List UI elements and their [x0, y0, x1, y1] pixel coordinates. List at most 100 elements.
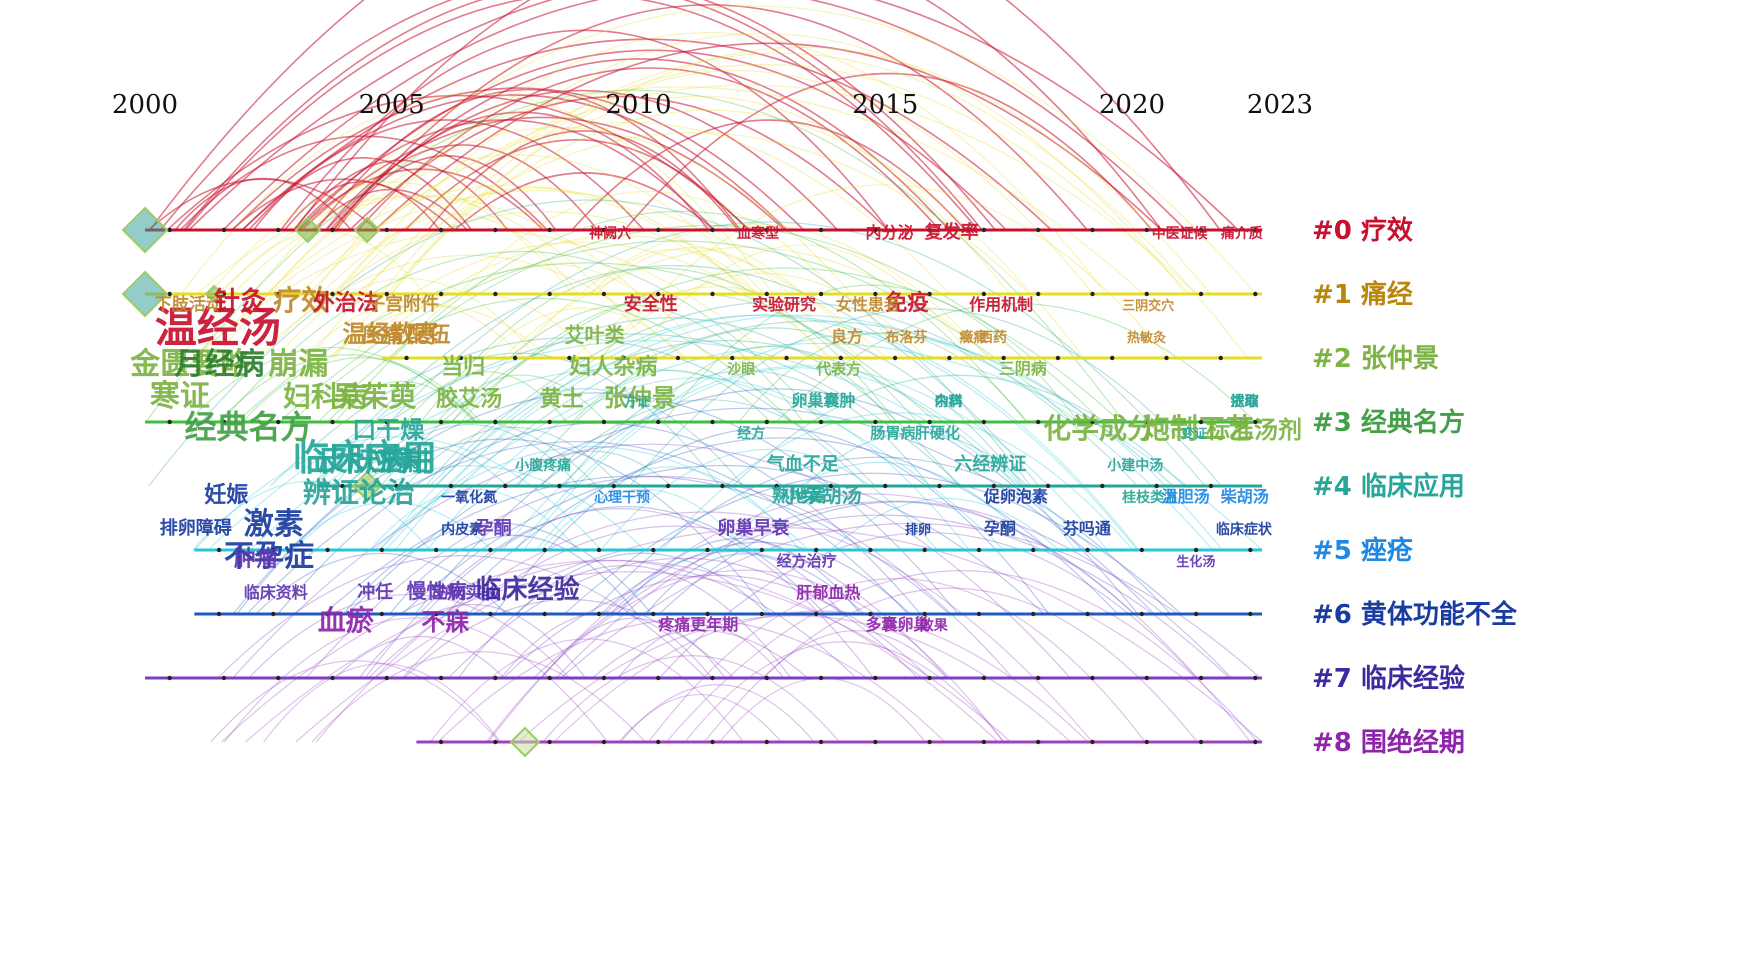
keyword-label: 不寐 [421, 608, 469, 636]
arc-cluster-1 [336, 33, 1187, 295]
timeline-dot [167, 227, 172, 233]
arc-cluster-1 [334, 213, 580, 295]
timeline-dot [276, 675, 281, 681]
keyword-label: 化学成分 [1043, 412, 1155, 445]
timeline-dot [828, 483, 834, 489]
node-diamond [204, 284, 224, 304]
cluster-label-0: #0 疗效 [1312, 215, 1413, 246]
keyword-label: 金匮要略 [129, 347, 251, 382]
timeline-dot [276, 419, 281, 425]
keyword-label: 临床资料 [244, 583, 308, 602]
timeline-dot [947, 355, 952, 361]
arc-cluster-2 [215, 126, 904, 359]
arc-cluster-3 [775, 303, 1256, 423]
keyword-label: 崩漏 [268, 347, 328, 382]
keyword-label: 临床经验 [476, 574, 580, 605]
arc-cluster-7 [555, 500, 1233, 679]
arc-cluster-5 [723, 461, 1037, 551]
keyword-label: 西药 [979, 329, 1007, 346]
timeline-dot [1001, 355, 1006, 361]
arc-cluster-6 [323, 475, 950, 615]
timeline-dot [710, 739, 715, 745]
timeline-dot [384, 227, 390, 233]
arc-cluster-7 [500, 611, 713, 679]
timeline-dot [438, 291, 444, 297]
timeline-dot [1164, 355, 1169, 361]
timeline-dot [438, 675, 444, 681]
arc-cluster-3 [645, 346, 893, 423]
timeline-dot [1198, 675, 1204, 681]
arc-cluster-7 [248, 594, 571, 679]
timeline-dot [1144, 675, 1149, 681]
timeline-dot [927, 739, 932, 745]
timeline-dot [621, 355, 626, 361]
timeline-dot [937, 483, 942, 489]
timeline-dot [665, 483, 671, 489]
timeline-dot [651, 547, 656, 553]
arc-cluster-7 [367, 560, 857, 679]
timeline-dot [488, 547, 493, 553]
year-label-2000: 2000 [112, 90, 178, 120]
timeline-dot [1144, 739, 1149, 745]
arc-cluster-1 [590, 249, 759, 295]
arc-cluster-0 [454, 172, 715, 231]
keyword-label: 吴茱萸 [333, 380, 417, 413]
arc-cluster-6 [232, 392, 959, 615]
cluster-label-6: #6 黄体功能不全 [1312, 599, 1518, 630]
arc-cluster-8 [485, 569, 1005, 743]
keyword-label: 小腹疼痛 [515, 457, 571, 474]
keyword-label: 肿瘤 [234, 546, 278, 572]
arc-cluster-6 [415, 388, 1139, 615]
arc-cluster-3 [420, 267, 897, 423]
keyword-label: 三阴病 [999, 359, 1047, 378]
timeline-dot [1090, 675, 1095, 681]
timeline-dot [981, 291, 987, 297]
keyword-label: 桂枝类方 [1121, 489, 1178, 506]
arc-cluster-5 [377, 342, 1263, 551]
timeline-dot [221, 675, 227, 681]
keyword-label: 排卵障碍 [160, 517, 232, 539]
keyword-label: 标准汤剂 [1206, 416, 1302, 444]
keyword-label: 下利 [377, 447, 429, 477]
arc-cluster-1 [391, 46, 1212, 295]
timeline-dot [325, 547, 330, 553]
arc-cluster-6 [563, 472, 1182, 615]
timeline-dot [1090, 291, 1095, 297]
timeline-dot [438, 419, 444, 425]
keyword-label: 针灸 [214, 287, 266, 317]
timeline-dot [764, 291, 769, 297]
arc-cluster-5 [502, 365, 1108, 551]
arc-cluster-0 [332, 4, 1088, 231]
timeline-dot [759, 547, 765, 553]
keyword-label: 沙眼 [727, 362, 755, 378]
arc-cluster-8 [210, 660, 501, 743]
arc-cluster-3 [450, 267, 1121, 423]
keyword-label: 变证 [1181, 426, 1207, 442]
timeline-dot [438, 227, 444, 233]
keyword-label: 熟地黄 [772, 485, 826, 507]
keyword-label: 小建中汤 [1107, 457, 1163, 474]
arc-cluster-2 [179, 196, 659, 359]
keyword-label: 黄土 [540, 387, 584, 412]
arc-cluster-3 [291, 297, 793, 423]
arc-cluster-6 [389, 535, 638, 615]
keyword-label: 小柴胡汤 [782, 483, 862, 507]
arc-cluster-6 [236, 438, 771, 615]
keyword-label: 热敏灸 [1127, 330, 1166, 346]
timeline-dot [216, 547, 222, 553]
timeline-dot [656, 419, 661, 425]
timeline-dot [892, 355, 898, 361]
timeline-dot [325, 611, 330, 617]
keyword-label: 痛介质 [1220, 225, 1263, 242]
node-diamond [294, 216, 322, 244]
keyword-label: 下肢活动 [155, 294, 223, 315]
timeline-dot [710, 291, 715, 297]
arc-cluster-0 [188, 0, 1239, 231]
arc-cluster-7 [658, 532, 1198, 679]
timeline-dot [1144, 227, 1149, 233]
keyword-label: 浓缩 [1231, 393, 1259, 410]
timeline-dot [1110, 355, 1115, 361]
arc-cluster-1 [267, 154, 765, 295]
arc-cluster-2 [390, 263, 710, 359]
